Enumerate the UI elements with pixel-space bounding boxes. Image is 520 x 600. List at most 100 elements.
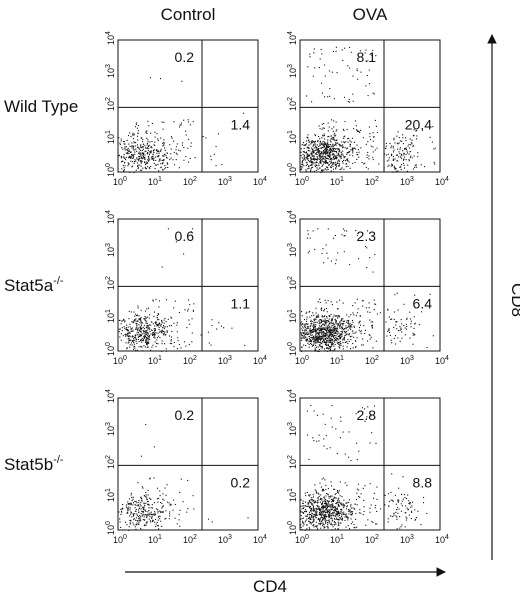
event-dot [368,126,370,128]
event-dot [338,525,340,527]
event-dot [118,511,120,513]
event-dot [319,145,321,147]
event-dot [305,312,307,314]
event-dot [152,299,154,301]
event-dot [385,154,388,156]
event-dot [146,322,148,324]
event-dot [141,341,143,343]
event-dot [340,508,342,511]
event-dot [133,502,135,504]
event-dot [316,500,318,502]
tick-exponent: 3 [228,355,232,362]
event-dot [184,309,186,311]
event-dot [316,167,318,169]
event-dot [151,507,153,509]
event-dot [335,140,337,142]
event-dot [328,164,330,166]
event-dot [346,505,348,507]
event-dot [349,167,351,169]
event-dot [334,327,336,329]
event-dot [322,146,325,148]
event-dot [143,335,145,337]
event-dot [406,517,408,519]
event-dot [335,506,337,508]
event-dot [365,85,367,87]
event-dot [130,135,132,137]
event-dot [300,321,303,323]
event-dot [135,504,137,507]
event-dot [350,459,352,462]
event-dot [143,495,146,497]
event-dot [322,155,324,158]
event-dot [318,66,320,69]
tick-base: 10 [435,535,445,545]
event-dot [404,334,406,336]
event-dot [330,332,332,334]
event-dot [145,162,147,164]
event-dot [128,157,130,159]
event-dot [387,518,389,520]
event-dot [118,319,120,322]
event-dot [146,147,148,149]
event-dot [300,526,302,528]
event-dot [318,125,320,127]
tick-base: 10 [288,167,298,177]
event-dot [132,134,134,136]
event-dot [310,143,312,145]
event-dot [301,165,303,167]
event-dot [352,155,354,157]
event-dot [137,334,139,336]
event-dot [327,526,329,528]
event-dot [158,154,160,156]
event-dot [165,510,167,512]
event-dot [170,339,172,341]
event-dot [301,518,303,520]
event-dot [332,148,335,150]
event-dot [309,327,311,329]
tick-base: 10 [295,535,305,545]
event-dot [120,140,122,142]
event-dot [157,313,159,315]
event-dot [153,333,155,336]
event-dot [327,510,329,512]
event-dot [327,146,329,149]
event-dot [304,144,306,147]
event-dot [326,331,328,334]
event-dot [368,302,370,304]
event-dot [309,330,311,332]
event-dot [120,339,122,341]
event-dot [388,500,390,503]
event-dot [372,49,374,51]
event-dot [311,140,313,142]
event-dot [154,149,156,151]
event-dot [305,336,307,338]
event-dot [359,320,361,322]
event-dot [334,341,336,343]
event-dot [357,149,359,151]
event-dot [126,507,128,509]
event-dot [146,514,148,516]
event-dot [340,145,342,147]
event-dot [147,334,149,337]
event-dot [126,348,128,350]
event-dot [331,303,333,306]
event-dot [332,151,334,153]
event-dot [135,142,137,144]
event-dot [327,524,329,526]
event-dot [343,137,345,140]
lower-right-percent: 20.4 [405,116,432,132]
event-dot [327,257,329,259]
event-dot [396,508,398,511]
event-dot [242,112,244,114]
event-dot [325,337,328,339]
event-dot [331,128,333,130]
event-dot [325,489,327,491]
event-dot [323,328,325,331]
event-dot [131,516,133,518]
event-dot [397,309,399,311]
event-dot [401,323,403,325]
event-dot [315,144,317,146]
event-dot [342,503,344,505]
event-dot [159,518,161,520]
